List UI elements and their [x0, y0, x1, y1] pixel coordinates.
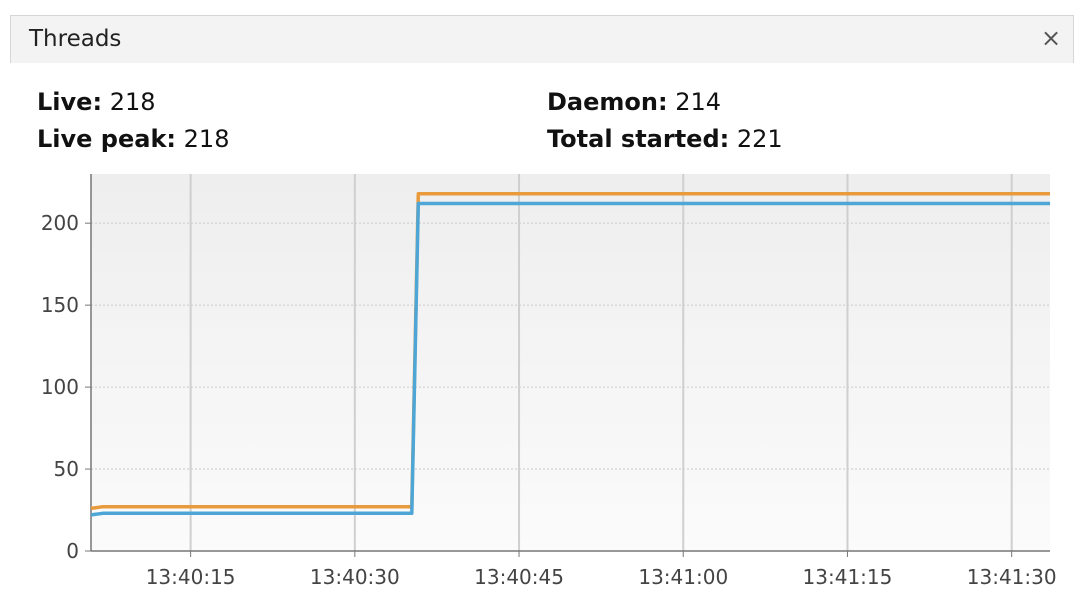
y-tick-label: 150	[41, 293, 79, 317]
x-tick-label: 13:40:45	[474, 565, 564, 589]
live-peak-value: 218	[183, 125, 230, 153]
daemon-label: Daemon:	[547, 88, 668, 116]
total-started-stat: Total started: 221	[547, 125, 783, 153]
x-tick-label: 13:40:30	[310, 565, 400, 589]
total-started-label: Total started:	[547, 125, 730, 153]
y-tick-label: 200	[41, 211, 79, 235]
live-stat: Live: 218	[37, 88, 156, 116]
total-started-value: 221	[736, 125, 783, 153]
x-tick-label: 13:41:00	[638, 565, 728, 589]
y-tick-label: 100	[41, 375, 79, 399]
daemon-value: 214	[675, 88, 722, 116]
live-peak-label: Live peak:	[37, 125, 177, 153]
close-icon[interactable]: ×	[1040, 24, 1062, 52]
threads-panel-header: Threads ×	[10, 15, 1074, 63]
plot-area	[91, 174, 1050, 551]
live-value: 218	[109, 88, 156, 116]
series-line-2	[90, 201, 1050, 517]
x-tick-label: 13:41:30	[967, 565, 1057, 589]
x-tick-label: 13:41:15	[803, 565, 893, 589]
live-label: Live:	[37, 88, 103, 116]
x-tick-label: 13:40:15	[146, 565, 236, 589]
y-tick-label: 0	[66, 539, 79, 563]
daemon-stat: Daemon: 214	[547, 88, 721, 116]
live-peak-stat: Live peak: 218	[37, 125, 229, 153]
y-tick-label: 50	[54, 457, 79, 481]
panel-title: Threads	[29, 26, 122, 52]
